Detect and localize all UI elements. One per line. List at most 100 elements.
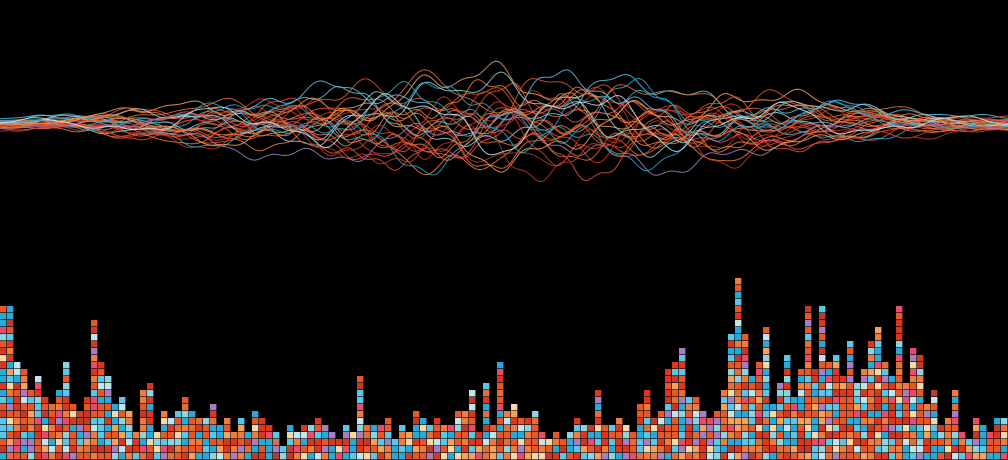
mosaic-tile [147, 383, 154, 390]
mosaic-tile [735, 453, 742, 460]
mosaic-tile [728, 446, 735, 453]
mosaic-tile [462, 453, 469, 460]
mosaic-tile [644, 432, 651, 439]
mosaic-tile [7, 425, 14, 432]
mosaic-tile [266, 432, 273, 439]
mosaic-tile [28, 411, 35, 418]
mosaic-tile [917, 418, 924, 425]
mosaic-tile [581, 453, 588, 460]
mosaic-tile [728, 369, 735, 376]
mosaic-tile [679, 418, 686, 425]
mosaic-tile [924, 432, 931, 439]
mosaic-tile [861, 390, 868, 397]
mosaic-tile [777, 439, 784, 446]
mosaic-tile [42, 425, 49, 432]
mosaic-tile [175, 446, 182, 453]
mosaic-tile [945, 418, 952, 425]
mosaic-tile [119, 411, 126, 418]
mosaic-tile [889, 418, 896, 425]
mosaic-tile [98, 397, 105, 404]
mosaic-tile [798, 397, 805, 404]
mosaic-tile [1001, 453, 1008, 460]
mosaic-tile [7, 446, 14, 453]
mosaic-tile [742, 432, 749, 439]
mosaic-column [847, 341, 854, 460]
mosaic-tile [581, 439, 588, 446]
mosaic-column [119, 397, 126, 460]
mosaic-tile [357, 446, 364, 453]
mosaic-tile [567, 453, 574, 460]
mosaic-tile [105, 383, 112, 390]
mosaic-column [805, 306, 812, 460]
mosaic-tile [602, 425, 609, 432]
mosaic-tile [455, 425, 462, 432]
mosaic-tile [280, 446, 287, 453]
mosaic-column [742, 334, 749, 460]
mosaic-tile [14, 446, 21, 453]
mosaic-tile [7, 383, 14, 390]
mosaic-tile [224, 439, 231, 446]
mosaic-tile [833, 411, 840, 418]
mosaic-tile [910, 404, 917, 411]
mosaic-tile [742, 425, 749, 432]
mosaic-tile [504, 439, 511, 446]
mosaic-tile [833, 432, 840, 439]
mosaic-tile [567, 439, 574, 446]
mosaic-tile [651, 432, 658, 439]
mosaic-tile [91, 369, 98, 376]
mosaic-tile [637, 411, 644, 418]
mosaic-tile [294, 432, 301, 439]
mosaic-tile [168, 453, 175, 460]
mosaic-tile [686, 397, 693, 404]
mosaic-tile [819, 306, 826, 313]
mosaic-tile [455, 439, 462, 446]
mosaic-tile [896, 404, 903, 411]
mosaic-tile [14, 369, 21, 376]
mosaic-tile [28, 425, 35, 432]
mosaic-tile [525, 439, 532, 446]
mosaic-tile [119, 432, 126, 439]
mosaic-column [308, 425, 315, 460]
mosaic-tile [735, 299, 742, 306]
mosaic-tile [245, 453, 252, 460]
mosaic-tile [266, 439, 273, 446]
mosaic-tile [336, 453, 343, 460]
mosaic-tile [637, 404, 644, 411]
mosaic-tile [742, 397, 749, 404]
mosaic-tile [147, 425, 154, 432]
mosaic-column [987, 432, 994, 460]
mosaic-column [476, 432, 483, 460]
mosaic-tile [595, 404, 602, 411]
mosaic-tile [483, 432, 490, 439]
mosaic-tile [28, 432, 35, 439]
mosaic-tile [371, 439, 378, 446]
mosaic-tile [364, 446, 371, 453]
mosaic-tile [616, 453, 623, 460]
wave-line [0, 100, 1008, 169]
mosaic-tile [455, 432, 462, 439]
mosaic-tile [910, 369, 917, 376]
mosaic-tile [763, 425, 770, 432]
mosaic-tile [413, 432, 420, 439]
mosaic-tile [7, 355, 14, 362]
mosaic-tile [595, 390, 602, 397]
mosaic-tile [826, 390, 833, 397]
mosaic-tile [854, 404, 861, 411]
mosaic-tile [56, 390, 63, 397]
mosaic-tile [224, 418, 231, 425]
mosaic-tile [546, 453, 553, 460]
mosaic-tile [294, 446, 301, 453]
mosaic-tile [868, 453, 875, 460]
mosaic-tile [686, 411, 693, 418]
mosaic-column [203, 418, 210, 460]
mosaic-tile [651, 425, 658, 432]
mosaic-tile [812, 390, 819, 397]
mosaic-tile [833, 418, 840, 425]
mosaic-tile [399, 425, 406, 432]
mosaic-tile [742, 439, 749, 446]
mosaic-tile [497, 453, 504, 460]
mosaic-tile [147, 404, 154, 411]
mosaic-tile [728, 411, 735, 418]
mosaic-tile [826, 446, 833, 453]
